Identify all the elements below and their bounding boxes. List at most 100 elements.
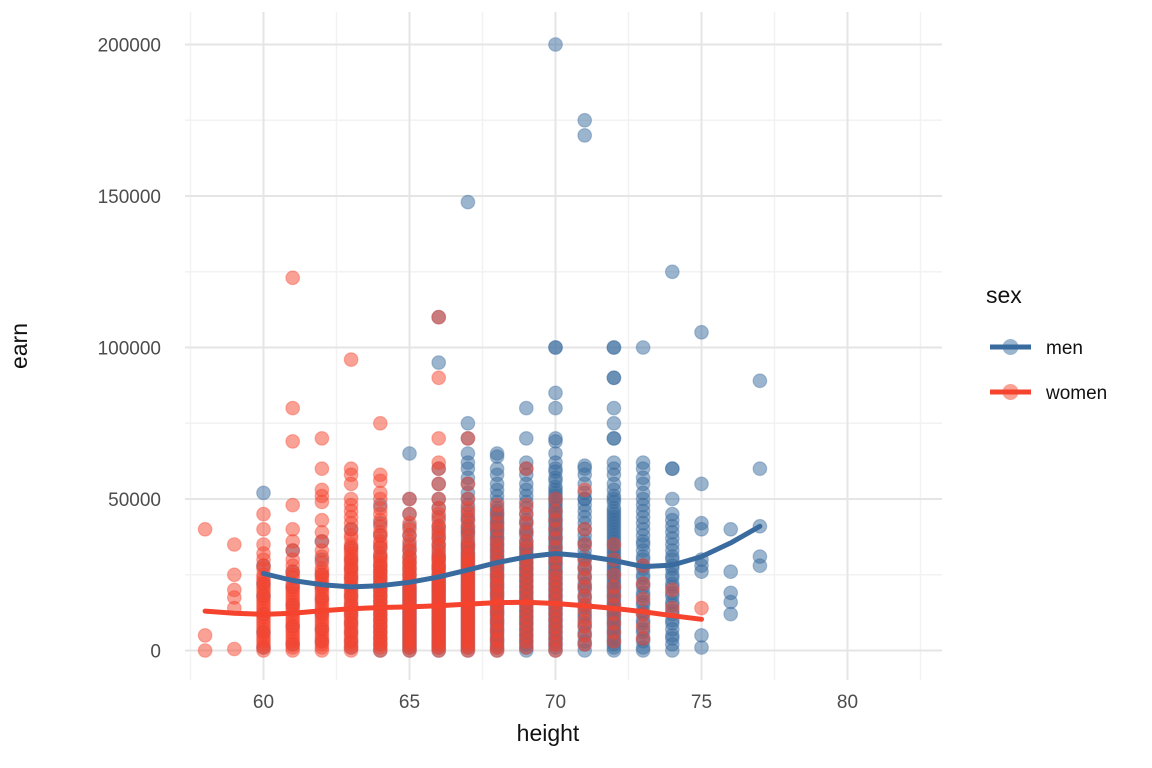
data-point-men bbox=[723, 606, 739, 622]
data-point-men bbox=[694, 521, 709, 537]
data-point-women bbox=[664, 582, 680, 598]
data-point-men bbox=[431, 355, 447, 371]
y-tick-label: 0 bbox=[150, 642, 161, 663]
y-axis-title: earn bbox=[6, 323, 32, 369]
data-point-men bbox=[606, 415, 622, 431]
x-tick-label: 60 bbox=[253, 692, 274, 713]
data-point-men bbox=[518, 431, 534, 446]
data-point-men bbox=[752, 461, 768, 477]
data-point-women bbox=[577, 521, 593, 537]
data-point-men bbox=[694, 324, 709, 340]
data-point-men bbox=[664, 491, 680, 507]
data-point-women bbox=[343, 643, 359, 658]
data-point-women bbox=[285, 497, 301, 513]
x-tick-label: 65 bbox=[399, 692, 420, 713]
data-point-men bbox=[606, 340, 622, 355]
data-point-women bbox=[694, 600, 709, 616]
data-point-women bbox=[314, 431, 330, 446]
data-point-men bbox=[694, 640, 709, 655]
data-point-men bbox=[635, 340, 651, 355]
data-point-women bbox=[285, 643, 301, 658]
legend-label-men: men bbox=[1046, 338, 1083, 359]
data-point-women bbox=[431, 431, 447, 446]
data-point-men bbox=[256, 485, 271, 501]
y-tick-label: 100000 bbox=[98, 339, 161, 360]
data-point-women bbox=[460, 643, 476, 658]
data-point-men bbox=[548, 385, 563, 401]
data-point-women bbox=[256, 506, 271, 522]
data-point-men bbox=[664, 264, 680, 280]
data-point-women bbox=[226, 537, 242, 552]
x-tick-label: 80 bbox=[837, 692, 858, 713]
y-tick-label: 150000 bbox=[98, 187, 161, 208]
data-point-women bbox=[314, 643, 330, 658]
data-point-men bbox=[548, 400, 563, 416]
data-point-men bbox=[577, 127, 593, 143]
data-point-women bbox=[256, 521, 271, 537]
data-point-women bbox=[431, 643, 447, 658]
data-point-men bbox=[723, 521, 739, 537]
data-point-men bbox=[694, 564, 709, 580]
legend-title: sex bbox=[986, 282, 1022, 308]
data-point-men bbox=[548, 340, 563, 355]
data-point-women bbox=[548, 643, 563, 658]
x-tick-label: 75 bbox=[691, 692, 712, 713]
legend-key-point-women bbox=[1002, 384, 1019, 400]
smooth-line-men bbox=[261, 523, 763, 590]
data-point-women bbox=[431, 461, 447, 477]
data-point-men bbox=[460, 415, 476, 431]
legend-label-women: women bbox=[1045, 383, 1107, 404]
data-point-women bbox=[256, 643, 271, 658]
data-point-women bbox=[635, 576, 651, 592]
data-point-men bbox=[664, 643, 680, 658]
data-point-men bbox=[664, 461, 680, 477]
data-point-women bbox=[460, 431, 476, 446]
data-point-women bbox=[431, 309, 447, 325]
data-point-women bbox=[285, 434, 301, 449]
data-point-women bbox=[402, 491, 417, 507]
data-point-men bbox=[518, 400, 534, 416]
data-point-men bbox=[606, 431, 622, 446]
data-point-women bbox=[518, 640, 534, 655]
x-axis-title: height bbox=[517, 720, 580, 746]
data-point-women bbox=[343, 352, 359, 368]
data-point-women bbox=[314, 461, 330, 477]
data-point-women bbox=[372, 643, 388, 658]
data-point-men bbox=[402, 446, 417, 461]
data-point-women bbox=[460, 476, 476, 492]
data-point-women bbox=[431, 476, 447, 492]
x-tick-label: 70 bbox=[545, 692, 566, 713]
data-point-men bbox=[548, 37, 563, 52]
data-point-men bbox=[694, 476, 709, 492]
data-point-women bbox=[226, 567, 242, 583]
data-point-women bbox=[431, 370, 447, 386]
y-tick-label: 200000 bbox=[98, 36, 161, 57]
data-point-men bbox=[752, 558, 768, 574]
data-point-men bbox=[606, 370, 622, 386]
data-point-men bbox=[723, 564, 739, 580]
data-point-women bbox=[226, 641, 242, 657]
data-point-women bbox=[577, 637, 593, 652]
data-point-women bbox=[285, 270, 301, 286]
data-point-men bbox=[752, 373, 768, 389]
data-point-men bbox=[606, 400, 622, 416]
data-point-women bbox=[635, 591, 651, 607]
data-point-women bbox=[489, 643, 505, 658]
data-point-women bbox=[197, 521, 213, 537]
data-point-women bbox=[635, 631, 651, 646]
data-point-women bbox=[606, 634, 622, 649]
data-point-women bbox=[577, 482, 593, 498]
legend-key-point-men bbox=[1002, 339, 1019, 355]
y-tick-label: 50000 bbox=[108, 490, 161, 511]
data-point-women bbox=[343, 476, 359, 492]
data-point-women bbox=[197, 643, 213, 658]
data-point-men bbox=[460, 194, 476, 210]
data-point-women bbox=[314, 494, 330, 510]
data-point-men bbox=[577, 112, 593, 128]
data-point-women bbox=[402, 643, 417, 658]
data-point-women bbox=[197, 628, 213, 643]
smooth-line-women bbox=[202, 599, 704, 622]
data-point-women bbox=[372, 415, 388, 431]
